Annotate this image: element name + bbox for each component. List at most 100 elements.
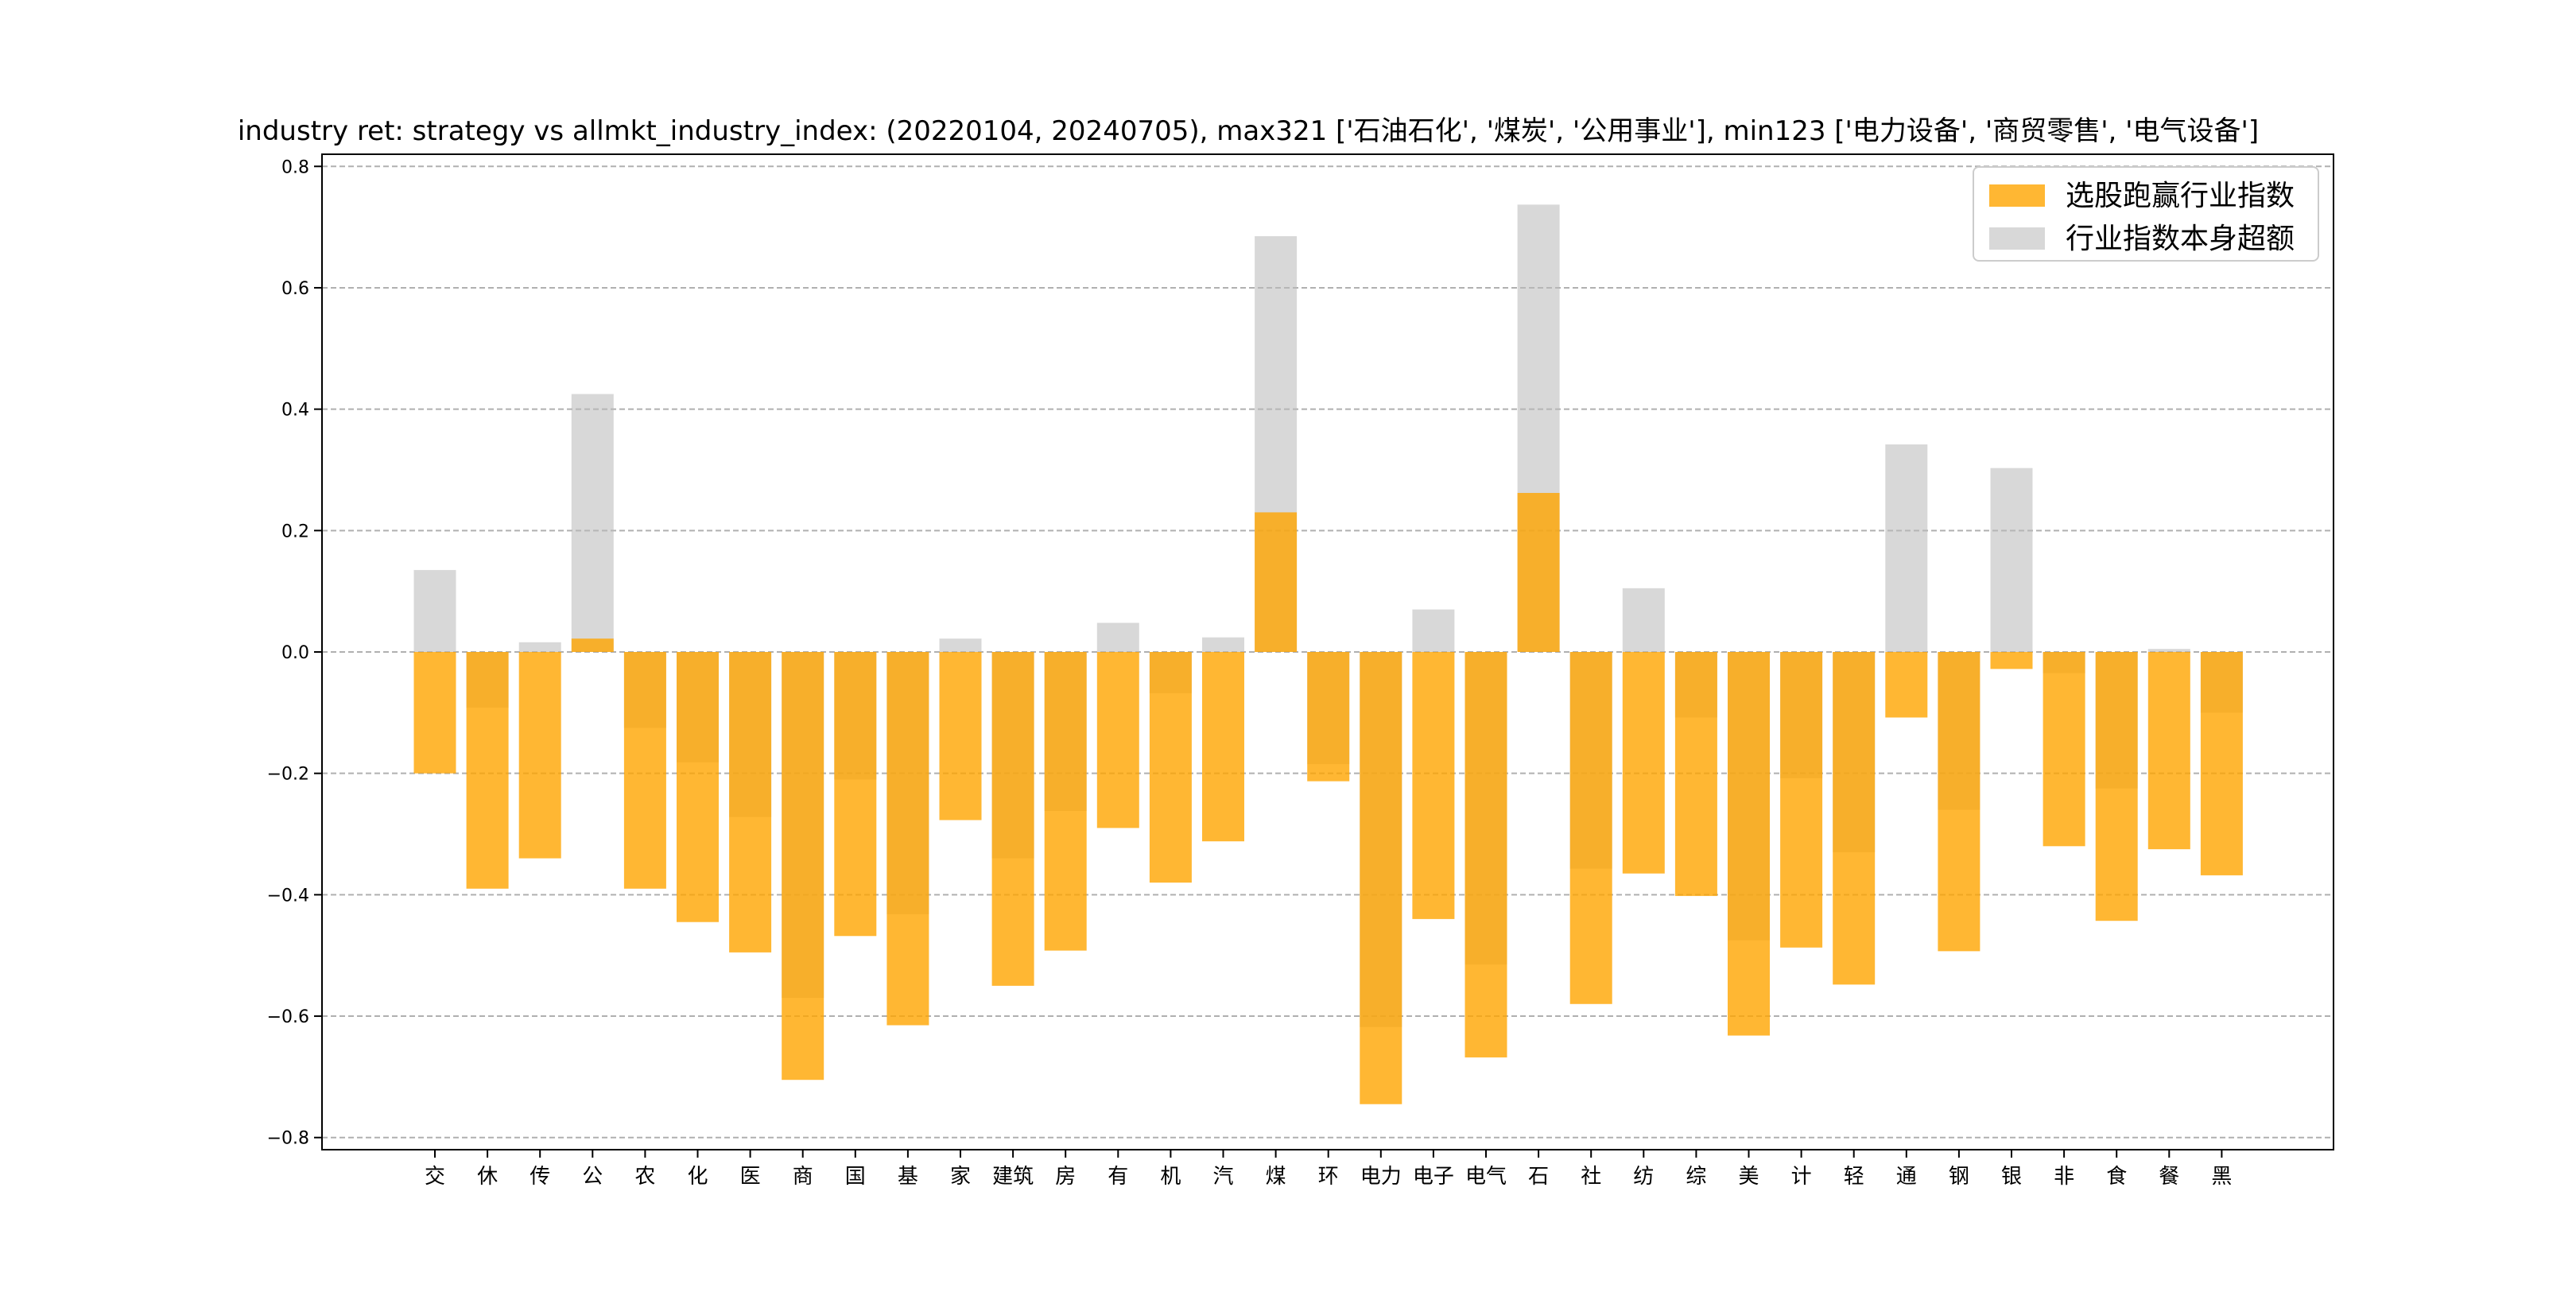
y-tick-label: 0.0 xyxy=(281,643,309,663)
bar-strategy-基 xyxy=(886,652,929,1026)
legend-swatch-industry-index xyxy=(1989,227,2045,250)
x-tick-label: 建筑 xyxy=(992,1165,1034,1189)
bar-strategy-交 xyxy=(413,652,456,774)
x-tick-label: 石 xyxy=(1528,1165,1549,1189)
legend-frame xyxy=(1973,166,2319,262)
x-tick-label: 电子 xyxy=(1413,1165,1454,1189)
bar-strategy-纺 xyxy=(1622,652,1665,874)
x-tick-label: 纺 xyxy=(1633,1165,1654,1189)
y-tick-label: 0.8 xyxy=(281,157,309,177)
bar-strategy-化 xyxy=(677,652,719,922)
x-tick-label: 综 xyxy=(1686,1165,1706,1189)
x-tick-label: 休 xyxy=(477,1165,498,1189)
x-tick-label: 商 xyxy=(793,1165,813,1189)
bar-strategy-黑 xyxy=(2200,652,2243,875)
bar-industry-index-餐 xyxy=(2147,649,2190,652)
x-tick-label: 电气 xyxy=(1465,1165,1507,1189)
bar-strategy-非 xyxy=(2043,652,2085,847)
y-tick-label: −0.6 xyxy=(267,1007,309,1027)
x-tick-label: 黑 xyxy=(2211,1165,2232,1189)
axes: −0.8 −0.6 −0.4 −0.2 0.0 0.2 0.4 0.6 0.8 交 休 传 公 农 化 医 商 国… xyxy=(267,153,2334,1189)
x-tick-label: 餐 xyxy=(2159,1165,2179,1189)
x-tick-label: 美 xyxy=(1738,1165,1759,1189)
bar-strategy-有 xyxy=(1096,652,1139,828)
x-tick-label: 汽 xyxy=(1212,1165,1233,1189)
bar-strategy-电子 xyxy=(1412,652,1455,919)
bar-strategy-环 xyxy=(1307,652,1350,782)
bar-strategy-综 xyxy=(1674,652,1717,896)
bar-strategy-美 xyxy=(1728,652,1770,1036)
bar-strategy-医 xyxy=(729,652,772,953)
bar-strategy-建筑 xyxy=(991,652,1034,986)
bar-strategy-休 xyxy=(466,652,509,889)
bar-industry-index-公 xyxy=(571,394,614,652)
series-strategy-outperform xyxy=(413,492,2243,1104)
y-tick-label: 0.6 xyxy=(281,279,309,299)
x-tick-label: 通 xyxy=(1896,1165,1917,1189)
bar-strategy-汽 xyxy=(1202,652,1244,842)
bar-strategy-钢 xyxy=(1938,652,1980,952)
bar-industry-index-银 xyxy=(1990,468,2033,652)
plot-frame xyxy=(321,153,2334,1150)
bar-industry-index-家 xyxy=(939,638,982,652)
x-tick-label: 机 xyxy=(1160,1165,1181,1189)
bar-strategy-石 xyxy=(1517,492,1560,652)
x-tick-label: 社 xyxy=(1581,1165,1601,1189)
x-tick-label: 农 xyxy=(634,1165,655,1189)
x-tick-label: 公 xyxy=(582,1165,603,1189)
bar-strategy-通 xyxy=(1885,652,1928,718)
bar-strategy-机 xyxy=(1149,652,1192,883)
x-tick-label: 传 xyxy=(530,1165,550,1189)
bar-strategy-电力 xyxy=(1360,652,1402,1104)
y-tick-label: −0.4 xyxy=(267,886,309,906)
bar-strategy-农 xyxy=(623,652,666,889)
x-tick-label: 计 xyxy=(1791,1165,1812,1189)
x-tick-label: 非 xyxy=(2054,1165,2074,1189)
y-tick-label: −0.8 xyxy=(267,1129,309,1149)
x-tick-label: 环 xyxy=(1318,1165,1339,1189)
x-tick-label: 轻 xyxy=(1844,1165,1864,1189)
bar-strategy-社 xyxy=(1569,652,1612,1004)
x-tick-label: 基 xyxy=(898,1165,918,1189)
bar-industry-index-通 xyxy=(1885,444,1928,652)
bar-strategy-餐 xyxy=(2147,652,2190,850)
bar-strategy-计 xyxy=(1780,652,1823,948)
y-tick-label: 0.2 xyxy=(281,522,309,541)
x-tick-label: 化 xyxy=(687,1165,708,1189)
bar-strategy-轻 xyxy=(1833,652,1876,985)
bar-strategy-电气 xyxy=(1465,652,1507,1057)
x-tick-label: 交 xyxy=(425,1165,445,1189)
x-tick-label: 电力 xyxy=(1360,1165,1402,1189)
chart-title: industry ret: strategy vs allmkt_industr… xyxy=(238,115,2259,147)
y-tick-label: −0.2 xyxy=(267,765,309,785)
legend-label-strategy: 选股跑赢行业指数 xyxy=(2066,180,2295,212)
bar-strategy-房 xyxy=(1044,652,1087,951)
bar-industry-index-电子 xyxy=(1412,609,1455,652)
bar-industry-index-交 xyxy=(413,569,456,652)
legend: 选股跑赢行业指数 行业指数本身超额 xyxy=(1973,166,2319,262)
bar-strategy-煤 xyxy=(1255,512,1298,652)
bar-strategy-家 xyxy=(939,652,982,821)
x-tick-label: 银 xyxy=(2001,1165,2022,1189)
x-tick-label: 国 xyxy=(845,1165,866,1189)
bar-strategy-食 xyxy=(2095,652,2138,921)
bar-industry-index-汽 xyxy=(1202,637,1244,652)
bar-strategy-国 xyxy=(834,652,877,937)
legend-label-industry-index: 行业指数本身超额 xyxy=(2066,223,2295,255)
legend-swatch-strategy xyxy=(1989,184,2045,207)
x-tick-label: 有 xyxy=(1108,1165,1128,1189)
bar-strategy-传 xyxy=(518,652,561,859)
bar-industry-index-有 xyxy=(1096,623,1139,652)
bar-strategy-商 xyxy=(782,652,824,1081)
y-tick-label: 0.4 xyxy=(281,401,309,421)
bar-industry-index-纺 xyxy=(1622,588,1665,652)
x-tick-label: 家 xyxy=(950,1165,971,1189)
bar-industry-index-传 xyxy=(518,642,561,652)
x-tick-label: 钢 xyxy=(1949,1165,1969,1189)
x-tick-label: 煤 xyxy=(1266,1165,1286,1189)
x-tick-label: 房 xyxy=(1055,1165,1076,1189)
bar-strategy-银 xyxy=(1990,652,2033,669)
x-tick-label: 医 xyxy=(740,1165,761,1189)
